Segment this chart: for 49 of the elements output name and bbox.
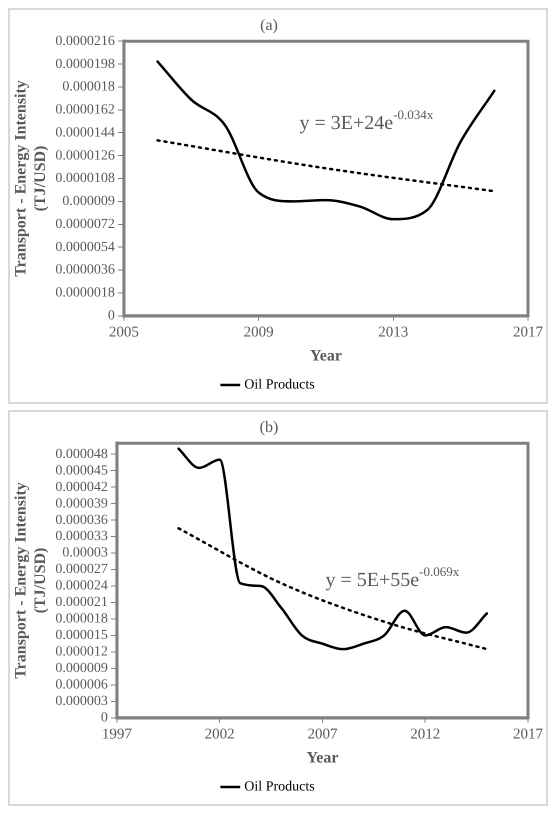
- y-tick-label: 0.0000036: [55, 262, 115, 278]
- y-tick-label: 0.0000072: [55, 216, 115, 232]
- y-tick-label: 0.000036: [55, 512, 108, 528]
- y-tick-label: 0.0000162: [55, 102, 115, 118]
- y-tick-label: 0.000021: [55, 595, 108, 610]
- y-tick-label: 0.000003: [55, 694, 108, 709]
- legend-label: Oil Products: [244, 378, 315, 393]
- x-tick-label: 2002: [204, 726, 235, 743]
- y-tick-label: 0.0000198: [55, 56, 115, 72]
- y-tick-label: 0.000018: [55, 612, 108, 627]
- chart-title: (b): [260, 418, 278, 436]
- y-tick-label: 0.000012: [55, 644, 108, 660]
- x-tick-label: 2007: [307, 726, 338, 743]
- x-tick-label: 2017: [513, 726, 544, 743]
- y-tick-label: 0.000045: [55, 463, 108, 478]
- y-tick-label: 0.00003: [62, 546, 108, 561]
- y-tick-label: 0.000039: [55, 496, 108, 512]
- y-tick-label: 0.000048: [55, 446, 108, 462]
- y-tick-label: 0: [100, 710, 108, 726]
- y-tick-label: 0.0000216: [55, 34, 115, 49]
- y-tick-label: 0.000006: [55, 678, 108, 693]
- x-axis-title: Year: [306, 750, 338, 767]
- x-tick-label: 1997: [102, 726, 132, 743]
- y-tick-label: 0.0000144: [55, 125, 115, 140]
- y-tick-label: 0.0000108: [55, 171, 115, 186]
- y-axis-title: Transport - Energy Intensity (TJ/USD): [12, 80, 49, 277]
- y-tick-label: 0.000024: [55, 578, 108, 594]
- x-tick-label: 2017: [513, 324, 544, 341]
- y-tick-label: 0.0000054: [55, 240, 115, 255]
- y-tick-label: 0.0000126: [55, 148, 115, 164]
- y-axis-title: Transport - Energy Intensity (TJ/USD): [12, 482, 49, 679]
- y-tick-label: 0.000027: [55, 562, 108, 578]
- y-tick-label: 0.0000018: [55, 286, 115, 301]
- line-series: [156, 60, 496, 220]
- y-tick-label: 0.000015: [55, 628, 108, 644]
- y-tick-label: 0.000009: [62, 194, 115, 210]
- y-tick-label: 0.000042: [55, 480, 108, 495]
- y-tick-label: 0.000018: [62, 80, 115, 95]
- y-tick-label: 0.000009: [55, 661, 108, 676]
- y-tick-label: 0.000033: [55, 529, 108, 544]
- x-tick-label: 2009: [244, 324, 274, 341]
- legend-label: Oil Products: [244, 780, 315, 795]
- chart-title: (a): [260, 16, 278, 34]
- line-series: [177, 447, 488, 650]
- x-tick-label: 2012: [410, 726, 440, 743]
- x-axis-title: Year: [310, 348, 342, 365]
- x-tick-label: 2013: [378, 324, 408, 341]
- y-tick-label: 0: [108, 308, 115, 324]
- x-tick-label: 2005: [108, 324, 139, 341]
